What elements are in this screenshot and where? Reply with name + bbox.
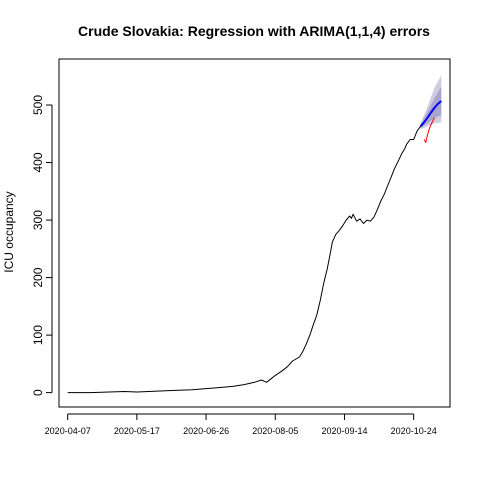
series-line-actual-holdout	[423, 117, 435, 143]
series-line-forecast-mean	[419, 100, 442, 127]
y-tick-label: 100	[31, 325, 45, 345]
y-tick-label: 0	[31, 389, 45, 396]
y-tick-label: 500	[31, 95, 45, 115]
x-tick-label: 2020-04-07	[45, 426, 91, 436]
series-lines	[67, 100, 442, 394]
x-tick-label: 2020-08-05	[252, 426, 298, 436]
prediction-intervals	[420, 75, 442, 130]
y-tick-label: 300	[31, 210, 45, 230]
plot-frame	[58, 58, 451, 408]
axes: 0 100 200 300 400 500 2020-04-07 2020-05-17 2020…	[31, 95, 437, 436]
x-tick-label: 2020-05-17	[114, 426, 160, 436]
y-tick-label: 400	[31, 152, 45, 172]
series-line-observed	[67, 125, 421, 394]
y-tick-label: 200	[31, 267, 45, 287]
interval-band-80	[420, 86, 442, 128]
x-tick-label: 2020-10-24	[391, 426, 437, 436]
chart-title: Crude Slovakia: Regression with ARIMA(1,…	[78, 23, 430, 39]
x-tick-label: 2020-09-14	[321, 426, 367, 436]
x-tick-label: 2020-06-26	[183, 426, 229, 436]
y-axis-label: ICU occupancy	[2, 191, 16, 272]
